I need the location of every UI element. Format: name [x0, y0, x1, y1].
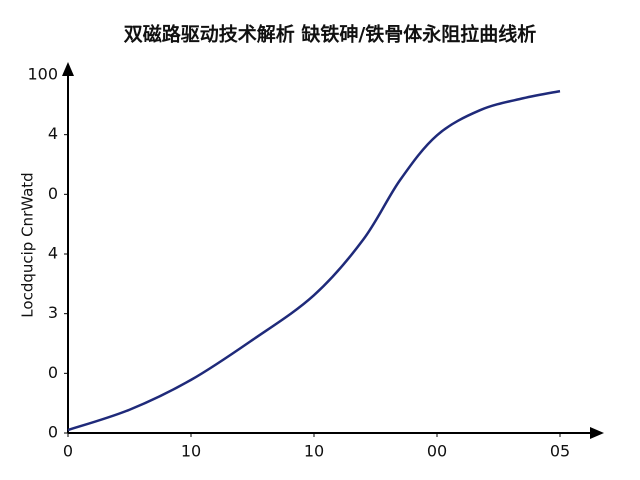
y-tick-label: 0: [48, 363, 58, 382]
y-tick-label: 100: [27, 65, 58, 84]
x-tick-label: 0: [63, 442, 73, 461]
y-axis-arrow: [62, 62, 74, 76]
x-axis-arrow: [590, 427, 604, 439]
y-tick-label: 0: [48, 184, 58, 203]
y-tick-label: 4: [48, 124, 58, 143]
chart-title: 双磁路驱动技术解析 缺铁砷/铁骨体永阻拉曲线析: [124, 23, 537, 46]
line: [67, 89, 561, 432]
x-tick-label: 10: [304, 442, 324, 461]
y-axis-label: Locdqucip CnrWatd: [19, 172, 37, 317]
y-tick-label: 4: [48, 244, 58, 263]
x-tick-label: 00: [427, 442, 447, 461]
x-tick-label: 05: [550, 442, 570, 461]
y-tick-label: 3: [48, 303, 58, 322]
y-tick-label: 0: [48, 423, 58, 442]
x-tick-label: 10: [181, 442, 201, 461]
